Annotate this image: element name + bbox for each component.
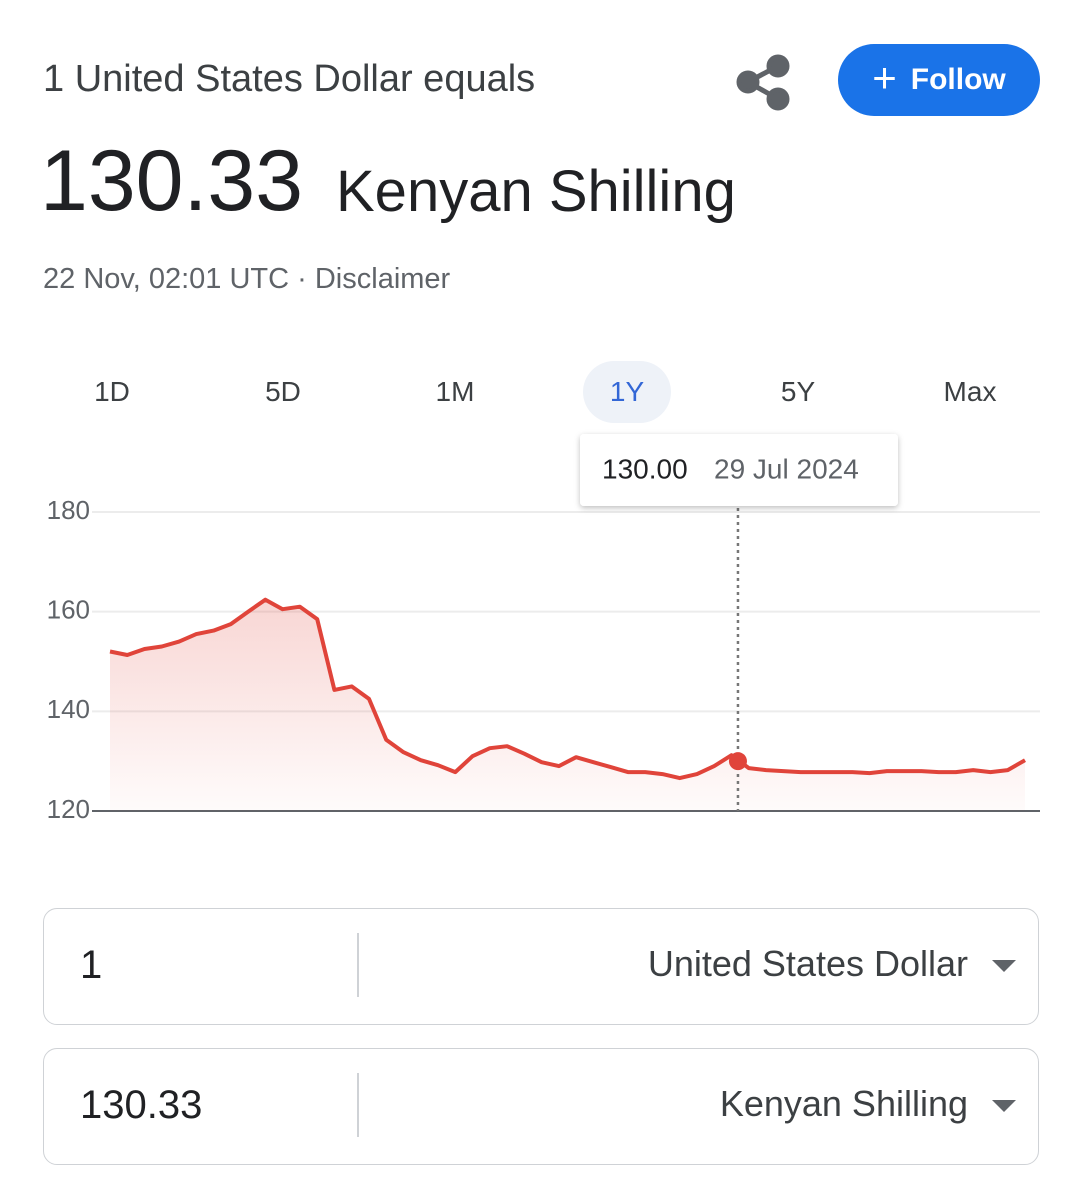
tooltip-value: 130.00 <box>602 453 688 484</box>
range-tab[interactable]: 5Y <box>780 376 816 407</box>
plus-icon: + <box>872 54 897 101</box>
currency-select[interactable]: United States Dollar <box>647 943 968 984</box>
timestamp: 22 Nov, 02:01 UTC <box>43 263 290 295</box>
area <box>110 599 1025 811</box>
range-tab[interactable]: 1M <box>435 376 475 407</box>
currency-select[interactable]: Kenyan Shilling <box>719 1083 968 1124</box>
divider <box>357 933 359 997</box>
divider <box>357 1073 359 1137</box>
follow-button[interactable]: + Follow <box>838 44 1040 116</box>
dropdown-caret[interactable] <box>992 960 1016 972</box>
y-tick-label: 160 <box>47 595 90 625</box>
dropdown-caret[interactable] <box>992 1100 1016 1112</box>
range-tab[interactable]: 1Y <box>583 361 671 423</box>
amount-input[interactable]: 1 <box>80 943 103 987</box>
amount-input[interactable]: 130.33 <box>80 1083 203 1127</box>
rate: 130.33 <box>40 133 304 229</box>
tooltip-box <box>580 434 898 506</box>
y-tick-label: 120 <box>47 794 90 824</box>
subtitle: 1 United States Dollar equals <box>43 58 536 100</box>
timestamp-line: 22 Nov, 02:01 UTC · Disclaimer <box>43 263 451 295</box>
currency: Kenyan Shilling <box>336 159 736 224</box>
line <box>109 597 1026 781</box>
disclaimer-link[interactable]: Disclaimer <box>314 263 451 295</box>
follow-label: Follow <box>910 63 1006 96</box>
range-tab[interactable]: 5D <box>265 376 301 407</box>
range-tab[interactable]: 1D <box>94 376 130 407</box>
tooltip: 130.00 29 Jul 2024 <box>580 434 898 506</box>
share-icon[interactable] <box>736 54 790 111</box>
y-tick-label: 140 <box>47 694 90 724</box>
y-tick-label: 180 <box>47 495 90 525</box>
converter-row: 1 United States Dollar <box>43 908 1039 1025</box>
converter-row: 130.33 Kenyan Shilling <box>43 1048 1039 1165</box>
tooltip-date: 29 Jul 2024 <box>714 453 859 484</box>
range-tab[interactable]: Max <box>943 376 997 407</box>
highlight-point <box>728 752 747 771</box>
